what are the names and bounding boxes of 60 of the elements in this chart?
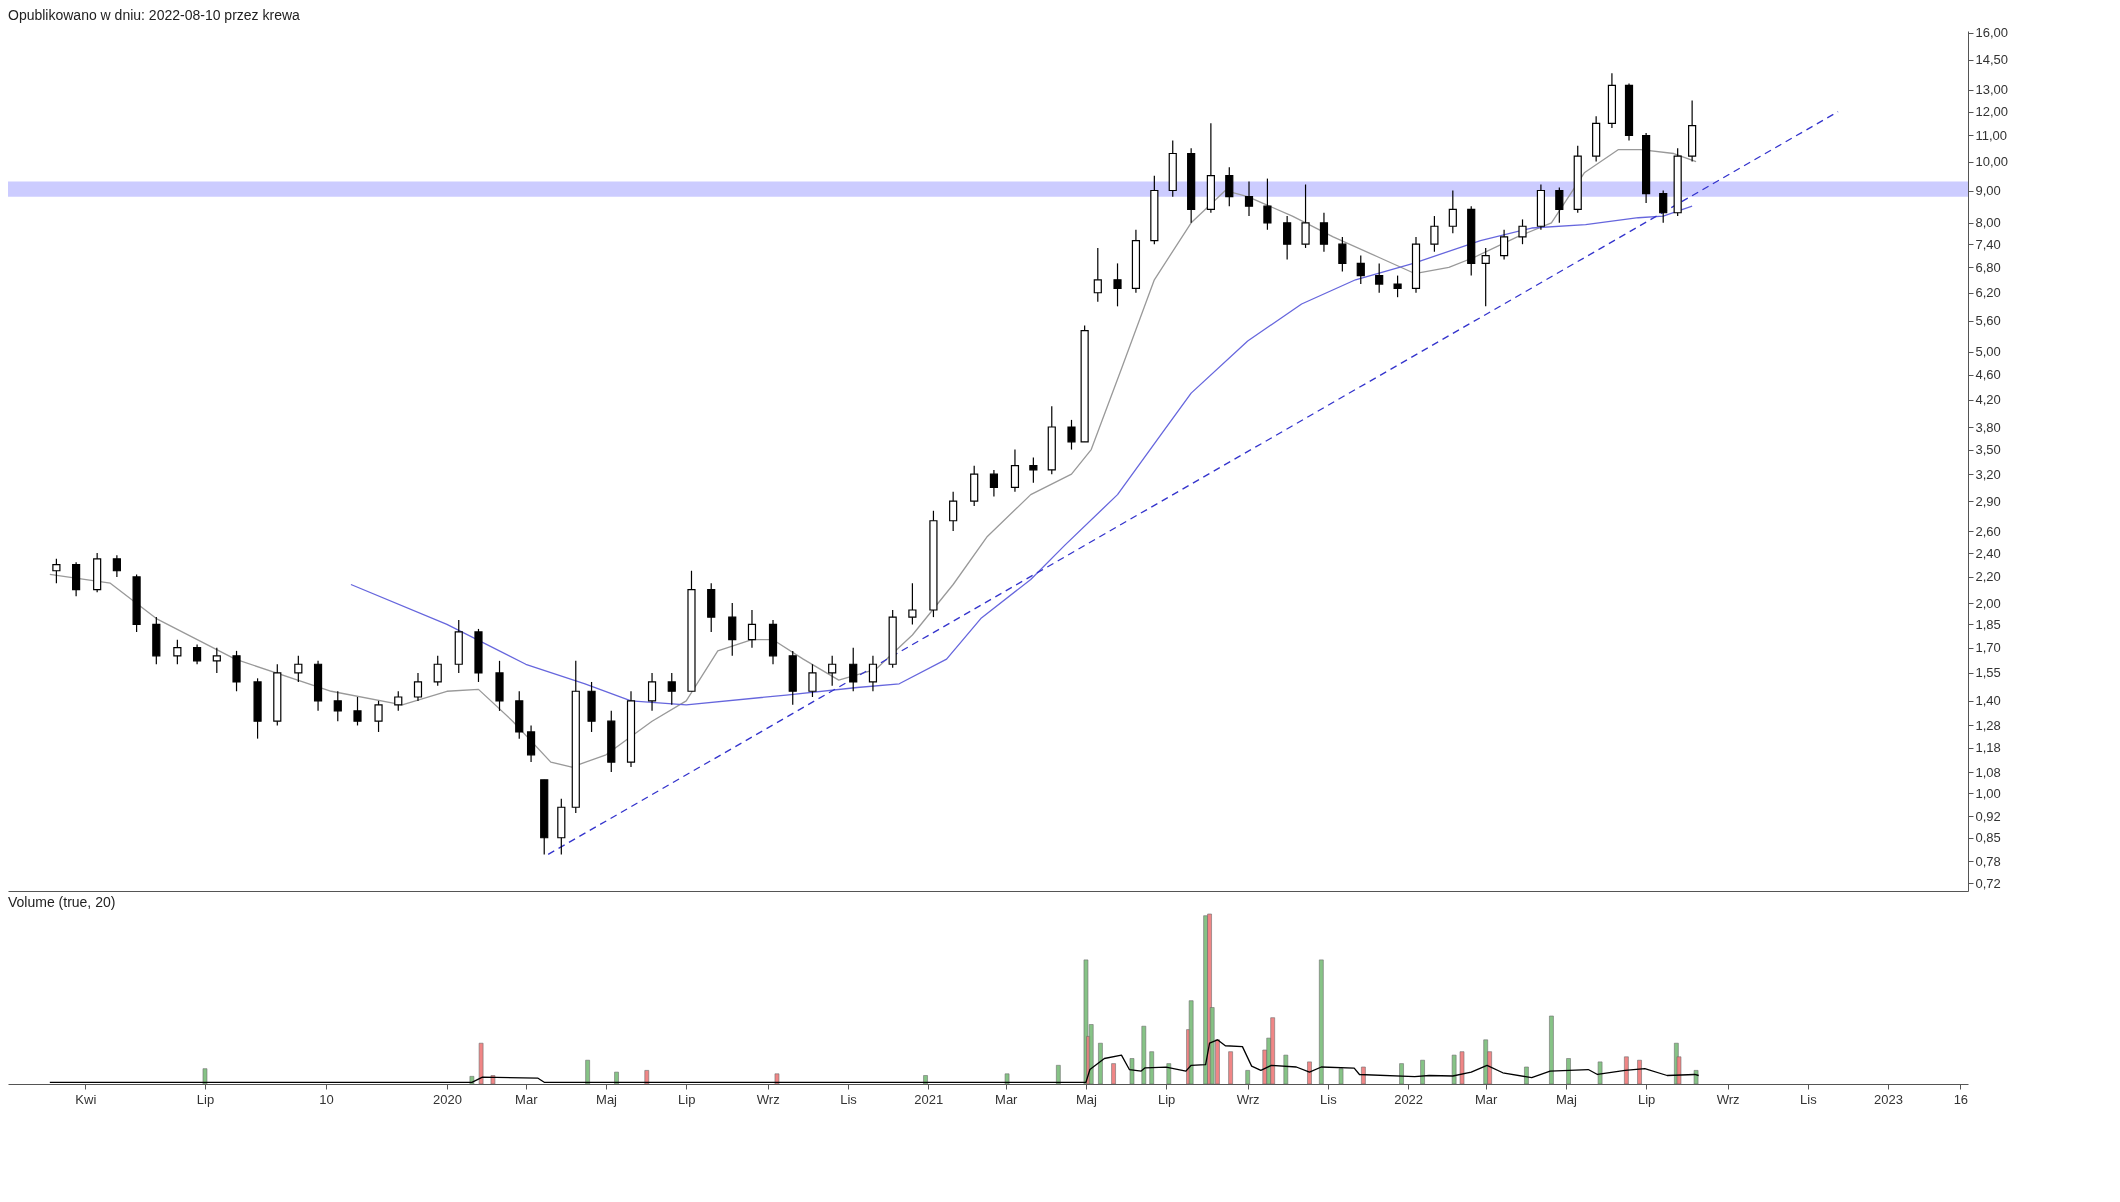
y-tick-label: 1,00 <box>1975 785 2001 801</box>
y-tick-label: 3,20 <box>1975 466 2001 482</box>
y-tick-label: 1,55 <box>1975 665 2001 681</box>
y-tick-label: 5,00 <box>1975 344 2001 360</box>
x-tick-label: Mar <box>995 1091 1019 1107</box>
x-tick-label: Maj <box>596 1091 618 1107</box>
x-tick-label: Lip <box>1157 1091 1176 1107</box>
y-tick-label: 1,85 <box>1975 616 2001 632</box>
y-tick-label: 1,40 <box>1975 693 2001 709</box>
y-tick-label: 3,50 <box>1975 442 2001 458</box>
x-tick-label: Maj <box>1075 1091 1098 1107</box>
y-tick-label: 0,92 <box>1975 808 2001 824</box>
x-tick-label: Wrz <box>1716 1091 1740 1107</box>
y-tick-label: 4,20 <box>1975 392 2001 408</box>
y-tick-label: 2,40 <box>1975 545 2001 561</box>
y-tick-label: 5,60 <box>1975 313 2001 329</box>
chart-title: Opublikowano w dniu: 2022-08-10 przez krewa <box>8 6 301 23</box>
y-tick-label: 2,20 <box>1975 569 2001 585</box>
x-tick-label: Lip <box>678 1091 696 1107</box>
chart-title: Volume (true, 20) <box>8 893 116 910</box>
y-tick-label: 6,80 <box>1975 259 2001 275</box>
y-tick-label: 6,20 <box>1975 285 2001 301</box>
y-tick-label: 4,60 <box>1975 367 2001 383</box>
y-tick-label: 3,80 <box>1975 419 2001 435</box>
x-tick-label: 16 <box>1953 1091 1969 1107</box>
y-tick-label: 0,85 <box>1975 830 2001 846</box>
y-tick-label: 14,50 <box>1975 52 2009 68</box>
y-tick-label: 1,70 <box>1975 640 2001 656</box>
x-tick-label: Wrz <box>756 1091 780 1107</box>
y-tick-label: 9,00 <box>1975 183 2001 199</box>
x-tick-label: Mar <box>1475 1091 1499 1107</box>
x-tick-label: 10 <box>319 1091 334 1107</box>
y-tick-label: 0,78 <box>1975 853 2001 869</box>
x-tick-label: Lis <box>1800 1091 1818 1107</box>
y-tick-label: 1,08 <box>1975 764 2001 780</box>
x-tick-label: Maj <box>1555 1091 1577 1107</box>
y-tick-label: 0,72 <box>1975 875 2001 891</box>
x-tick-label: Mar <box>515 1091 539 1107</box>
y-tick-label: 1,18 <box>1975 740 2001 756</box>
x-tick-label: 2020 <box>432 1091 462 1107</box>
y-tick-label: 11,00 <box>1975 127 2008 143</box>
y-tick-label: 13,00 <box>1975 82 2009 98</box>
x-tick-label: Wrz <box>1236 1091 1260 1107</box>
x-tick-label: Lis <box>840 1091 858 1107</box>
x-tick-label: 2023 <box>1874 1091 1904 1107</box>
y-tick-label: 2,60 <box>1975 523 2001 539</box>
y-tick-label: 1,28 <box>1975 717 2001 733</box>
y-tick-label: 10,00 <box>1975 154 2009 170</box>
x-tick-label: 2021 <box>914 1091 944 1107</box>
y-tick-label: 2,90 <box>1975 493 2001 509</box>
y-tick-label: 7,40 <box>1975 236 2001 252</box>
y-tick-label: 12,00 <box>1975 104 2009 120</box>
x-tick-label: Kwi <box>75 1091 97 1107</box>
x-tick-label: Lip <box>196 1091 215 1107</box>
y-tick-label: 8,00 <box>1975 215 2001 231</box>
x-tick-label: 2022 <box>1394 1091 1424 1107</box>
y-tick-label: 2,00 <box>1975 595 2001 611</box>
x-tick-label: Lis <box>1320 1091 1338 1107</box>
x-tick-label: Lip <box>1637 1091 1656 1107</box>
y-tick-label: 16,00 <box>1975 25 2009 41</box>
